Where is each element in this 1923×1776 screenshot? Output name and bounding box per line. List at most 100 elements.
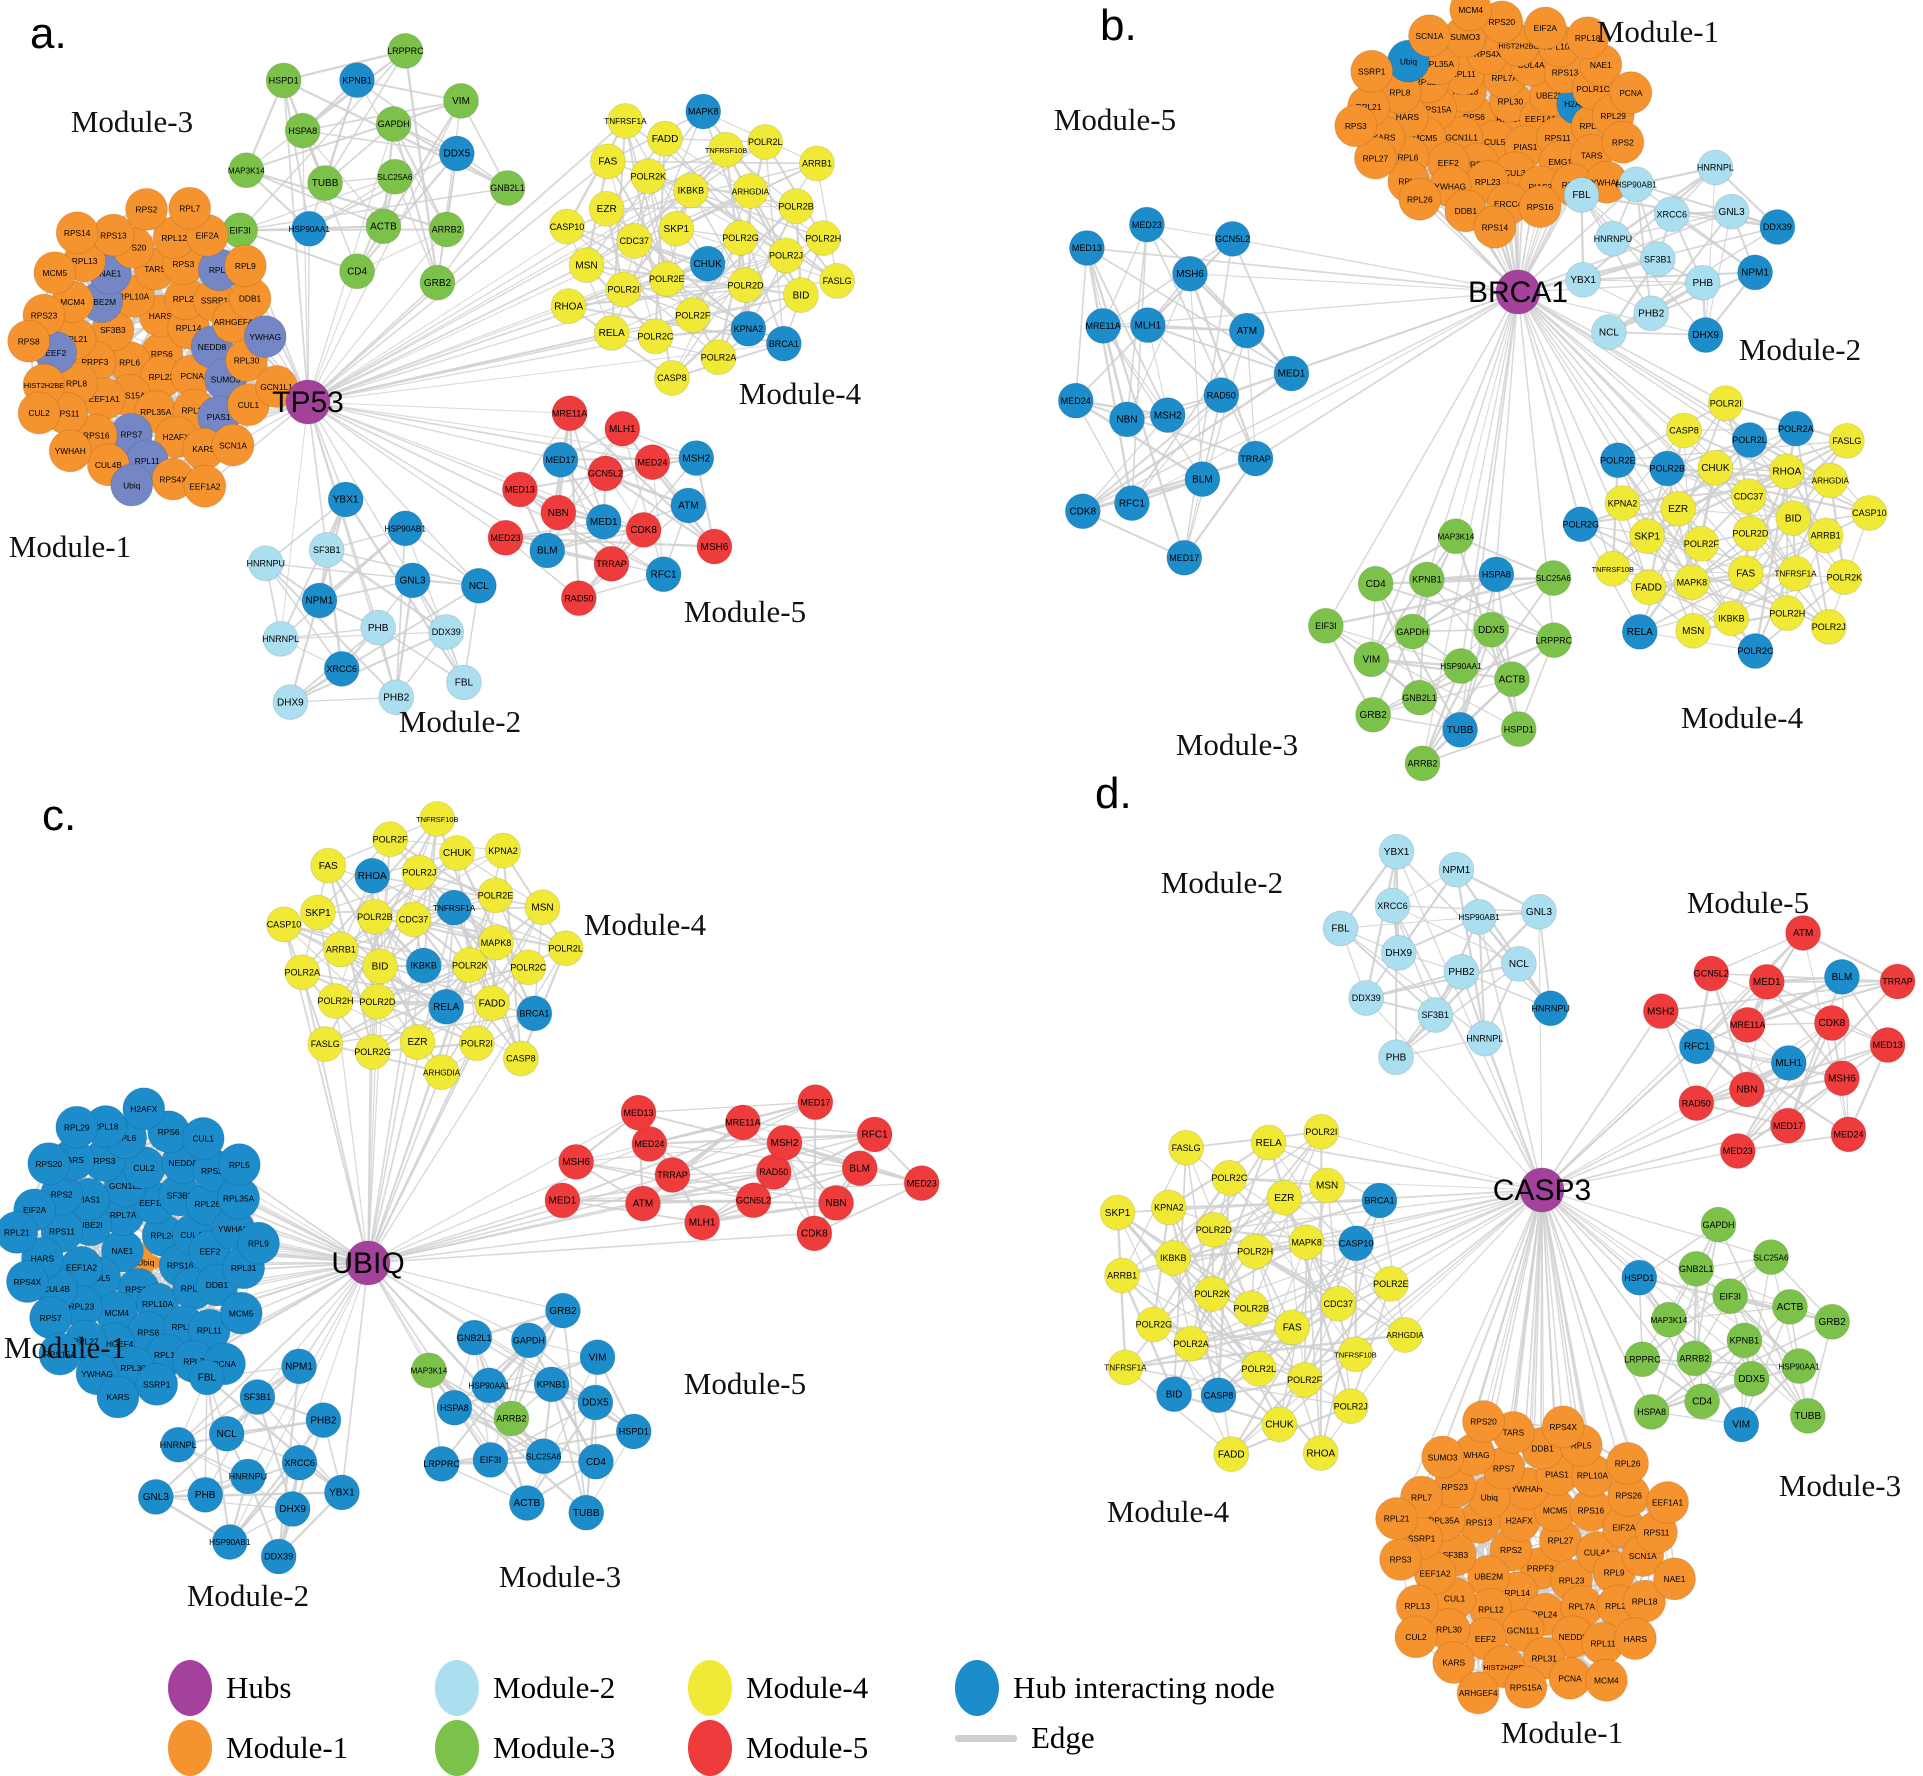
- node-MED24[interactable]: MED24: [635, 445, 670, 480]
- node-GNB2L1[interactable]: GNB2L1: [1679, 1251, 1714, 1286]
- node-NBN[interactable]: NBN: [541, 495, 576, 530]
- node-ACTB[interactable]: ACTB: [1772, 1289, 1807, 1324]
- node-KPNA2[interactable]: KPNA2: [486, 833, 521, 868]
- node-GNL3[interactable]: GNL3: [395, 563, 430, 598]
- node-CASP8[interactable]: CASP8: [654, 360, 689, 395]
- node-MED17[interactable]: MED17: [543, 442, 578, 477]
- node-POLR2D[interactable]: POLR2D: [1196, 1212, 1233, 1247]
- node-LRPPRC[interactable]: LRPPRC: [423, 1446, 460, 1481]
- node-POLR2F[interactable]: POLR2F: [675, 298, 711, 333]
- node-BLM[interactable]: BLM: [842, 1151, 877, 1186]
- hub-CASP3[interactable]: CASP3: [1493, 1168, 1591, 1212]
- node-HNRNPU[interactable]: HNRNPU: [247, 546, 286, 581]
- node-HNRNPU[interactable]: HNRNPU: [229, 1459, 268, 1494]
- node-CHUK[interactable]: CHUK: [1262, 1407, 1297, 1442]
- node-YBX1[interactable]: YBX1: [1379, 834, 1414, 869]
- node-NPM1[interactable]: NPM1: [1738, 255, 1773, 290]
- node-RAD50[interactable]: RAD50: [1679, 1086, 1714, 1121]
- node-HSP90AB1[interactable]: HSP90AB1: [1458, 899, 1500, 934]
- node-MED23[interactable]: MED23: [488, 520, 523, 555]
- node-CHUK[interactable]: CHUK: [690, 246, 725, 281]
- node-YBX1[interactable]: YBX1: [324, 1475, 359, 1510]
- node-RHOA[interactable]: RHOA: [551, 289, 586, 324]
- node-NCL[interactable]: NCL: [1501, 946, 1536, 981]
- node-TNFRSF10B[interactable]: TNFRSF10B: [416, 801, 458, 836]
- node-MED1[interactable]: MED1: [545, 1183, 580, 1218]
- node-MRE11A[interactable]: MRE11A: [552, 396, 587, 431]
- node-ATM[interactable]: ATM: [671, 488, 706, 523]
- node-RPL9[interactable]: RPL9: [224, 245, 266, 287]
- node-CDC37[interactable]: CDC37: [617, 223, 652, 258]
- node-YWHAH[interactable]: YWHAH: [49, 430, 91, 472]
- node-POLR2I[interactable]: POLR2I: [1708, 386, 1743, 421]
- node-EZR[interactable]: EZR: [1661, 491, 1696, 526]
- node-GAPDH[interactable]: GAPDH: [376, 107, 411, 142]
- node-MLH1[interactable]: MLH1: [1130, 308, 1165, 343]
- node-TRRAP[interactable]: TRRAP: [1880, 964, 1915, 999]
- node-GRB2[interactable]: GRB2: [1815, 1304, 1850, 1339]
- node-MED24[interactable]: MED24: [1831, 1117, 1866, 1152]
- node-POLR2F[interactable]: POLR2F: [1684, 526, 1720, 561]
- node-MED23[interactable]: MED23: [1129, 207, 1164, 242]
- node-GCN5L2[interactable]: GCN5L2: [736, 1183, 771, 1218]
- node-MED24[interactable]: MED24: [1058, 383, 1093, 418]
- node-POLR2H[interactable]: POLR2H: [805, 221, 841, 256]
- node-POLR2J[interactable]: POLR2J: [1811, 609, 1846, 644]
- node-MSH2[interactable]: MSH2: [679, 441, 714, 476]
- node-MED13[interactable]: MED13: [502, 472, 537, 507]
- node-POLR2H[interactable]: POLR2H: [1769, 596, 1805, 631]
- node-CDC37[interactable]: CDC37: [1731, 479, 1766, 514]
- node-IKBKB[interactable]: IKBKB: [1156, 1240, 1191, 1275]
- node-MCM5[interactable]: MCM5: [220, 1292, 262, 1334]
- node-EZR[interactable]: EZR: [400, 1025, 435, 1060]
- node-IKBKB[interactable]: IKBKB: [1714, 601, 1749, 636]
- node-POLR2C[interactable]: POLR2C: [1211, 1160, 1248, 1195]
- node-RELA[interactable]: RELA: [429, 989, 464, 1024]
- node-YWHAG[interactable]: YWHAG: [244, 316, 286, 358]
- node-KPNB1[interactable]: KPNB1: [1409, 562, 1444, 597]
- node-DDX39[interactable]: DDX39: [1760, 210, 1795, 245]
- node-POLR2L[interactable]: POLR2L: [548, 931, 583, 966]
- node-TRRAP[interactable]: TRRAP: [594, 546, 629, 581]
- node-POLR2F[interactable]: POLR2F: [373, 822, 409, 857]
- node-RFC1[interactable]: RFC1: [1679, 1029, 1714, 1064]
- node-HSP90AB1[interactable]: HSP90AB1: [209, 1524, 251, 1559]
- node-KPNA2[interactable]: KPNA2: [731, 311, 766, 346]
- node-KPNB1[interactable]: KPNB1: [1727, 1323, 1762, 1358]
- node-RPS14[interactable]: RPS14: [1474, 206, 1516, 248]
- node-MED1[interactable]: MED1: [586, 504, 621, 539]
- node-RPS20[interactable]: RPS20: [28, 1143, 70, 1185]
- node-CDC37[interactable]: CDC37: [396, 902, 431, 937]
- node-DHX9[interactable]: DHX9: [1688, 318, 1723, 353]
- node-SF3B1[interactable]: SF3B1: [1418, 997, 1453, 1032]
- node-RPL5[interactable]: RPL5: [218, 1144, 260, 1186]
- node-CASP8[interactable]: CASP8: [1667, 413, 1702, 448]
- node-XRCC6[interactable]: XRCC6: [324, 651, 359, 686]
- node-POLR2H[interactable]: POLR2H: [1237, 1234, 1273, 1269]
- node-POLR2E[interactable]: POLR2E: [1373, 1266, 1409, 1301]
- node-MCM4[interactable]: MCM4: [1585, 1659, 1627, 1701]
- node-MED24[interactable]: MED24: [632, 1126, 667, 1161]
- node-RPL7[interactable]: RPL7: [169, 187, 211, 229]
- node-XRCC6[interactable]: XRCC6: [282, 1445, 317, 1480]
- node-FAS[interactable]: FAS: [590, 144, 625, 179]
- node-HNRNPL[interactable]: HNRNPL: [160, 1427, 197, 1462]
- node-ARRB1[interactable]: ARRB1: [1105, 1258, 1140, 1293]
- node-CUL1[interactable]: CUL1: [182, 1117, 224, 1159]
- node-CD4[interactable]: CD4: [340, 254, 375, 289]
- node-LRPPRC[interactable]: LRPPRC: [1624, 1342, 1661, 1377]
- node-MED1[interactable]: MED1: [1274, 356, 1309, 391]
- node-SLC25A6[interactable]: SLC25A6: [526, 1439, 561, 1474]
- node-RPS3[interactable]: RPS3: [1335, 105, 1377, 147]
- node-RPL21[interactable]: RPL21: [1376, 1497, 1418, 1539]
- node-POLR2A[interactable]: POLR2A: [1778, 411, 1814, 446]
- node-HNRNPL[interactable]: HNRNPL: [1697, 150, 1734, 185]
- node-ARHGDIA[interactable]: ARHGDIA: [1386, 1317, 1424, 1352]
- node-RELA[interactable]: RELA: [1622, 614, 1657, 649]
- node-POLR2K[interactable]: POLR2K: [630, 159, 666, 194]
- node-POLR2G[interactable]: POLR2G: [1562, 507, 1599, 542]
- node-CASP10[interactable]: CASP10: [1852, 495, 1887, 530]
- node-RPL26[interactable]: RPL26: [1399, 178, 1441, 220]
- node-POLR2D[interactable]: POLR2D: [727, 268, 764, 303]
- node-POLR2A[interactable]: POLR2A: [285, 955, 321, 990]
